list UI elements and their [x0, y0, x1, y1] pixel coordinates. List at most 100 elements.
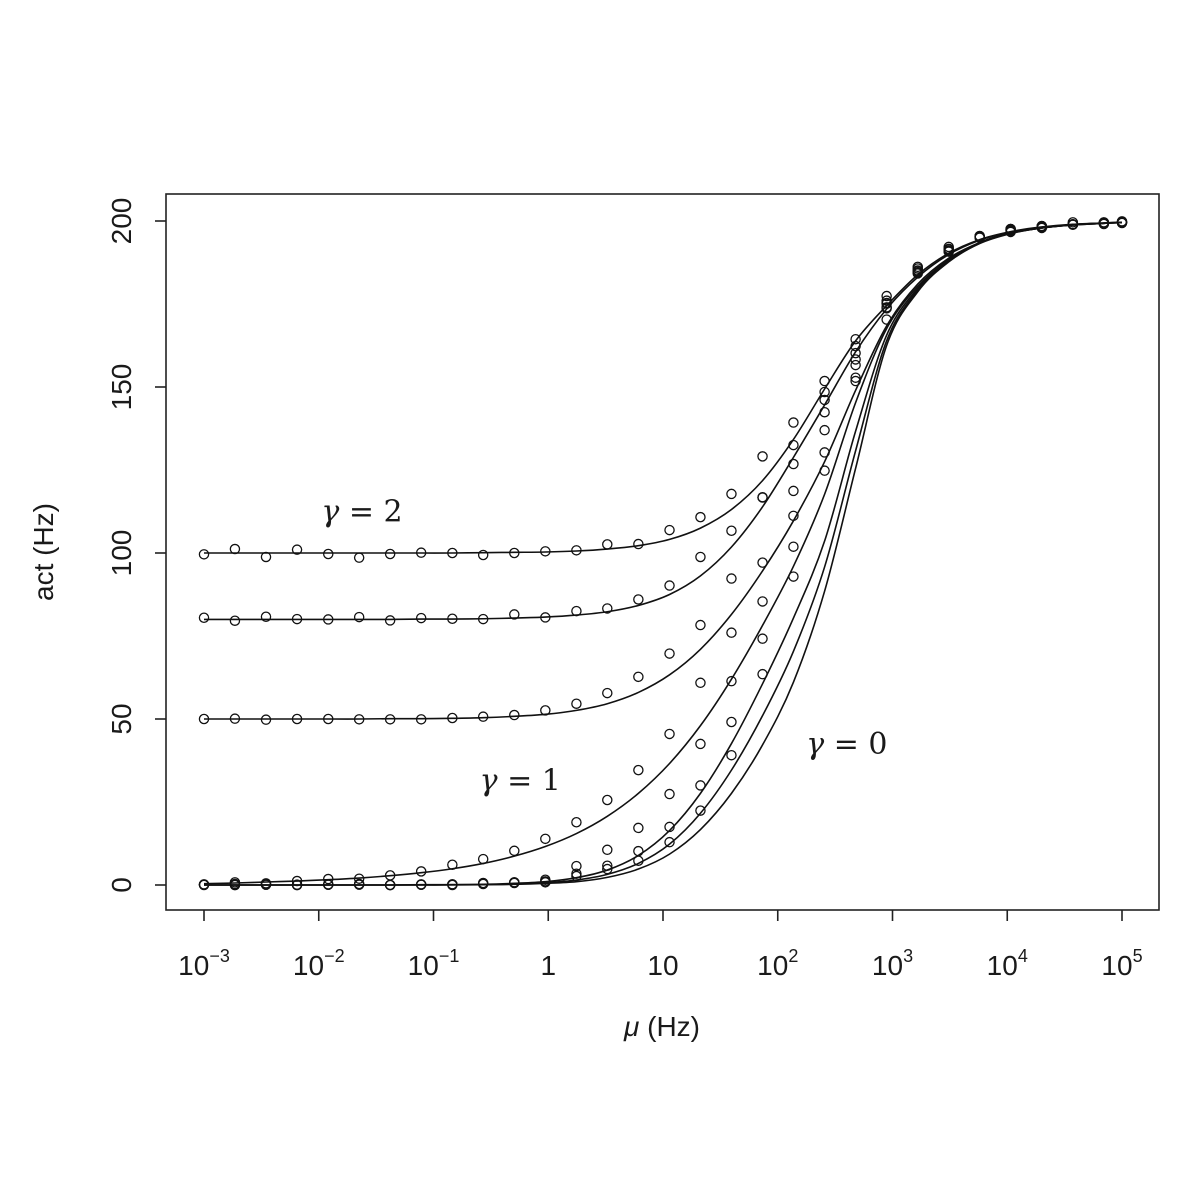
data-point [260, 611, 272, 622]
data-point [1067, 219, 1079, 230]
data-point [850, 333, 861, 345]
data-point [726, 525, 737, 537]
data-point [788, 458, 799, 470]
data-point [509, 845, 520, 857]
data-point [384, 548, 396, 560]
data-point [571, 817, 582, 828]
data-point [477, 878, 489, 889]
data-point [850, 354, 861, 365]
data-point [633, 538, 644, 550]
data-point [260, 714, 272, 725]
data-point [571, 545, 582, 556]
x-tick-label: 10−1 [408, 946, 460, 981]
data-point [695, 677, 706, 689]
data-point [912, 265, 924, 277]
data-point [1005, 225, 1016, 237]
data-point [757, 491, 768, 503]
data-point [384, 714, 396, 725]
data-point [819, 375, 830, 387]
data-point [757, 633, 768, 644]
data-point [850, 359, 861, 371]
data-point [664, 648, 675, 659]
data-point [819, 447, 830, 458]
data-point [788, 439, 799, 451]
data-point [726, 627, 737, 638]
data-point [974, 230, 985, 242]
data-point [447, 879, 458, 890]
x-tick-label: 10 [647, 950, 678, 981]
data-point [819, 406, 830, 418]
data-point [353, 611, 365, 623]
data-point [664, 580, 675, 591]
data-point [509, 547, 520, 559]
data-point [477, 549, 489, 561]
data-point [695, 780, 706, 791]
series-5 [198, 217, 1128, 891]
data-point [633, 855, 644, 867]
data-point [447, 613, 458, 624]
series-line [203, 221, 1123, 886]
data-point [540, 877, 551, 888]
series-line [203, 221, 1123, 886]
data-point [819, 394, 830, 406]
data-point [633, 822, 644, 834]
data-point [322, 548, 334, 560]
data-point [602, 794, 613, 806]
data-point [1036, 222, 1048, 233]
data-point [198, 549, 210, 560]
data-point [695, 738, 706, 750]
x-tick-label: 1 [540, 950, 556, 981]
data-point [353, 873, 365, 884]
data-point [757, 451, 768, 462]
data-point [881, 290, 892, 302]
data-point [198, 612, 210, 623]
gamma-annotation: γ = 1 [480, 763, 561, 798]
gamma-annotation: γ = 2 [321, 494, 402, 529]
data-point [850, 375, 861, 387]
data-point [664, 524, 675, 536]
data-point [726, 488, 737, 500]
data-point [695, 619, 706, 631]
data-point [602, 844, 613, 856]
data-point [788, 417, 799, 428]
data-point [322, 873, 334, 885]
data-point [198, 879, 210, 890]
data-point [291, 613, 303, 625]
series-line [204, 221, 1123, 621]
data-point [850, 372, 861, 383]
data-point [322, 713, 334, 725]
data-point [198, 713, 210, 725]
data-point [477, 613, 489, 625]
data-point [788, 571, 799, 582]
data-point [633, 764, 644, 776]
data-point [633, 671, 644, 683]
data-point [415, 879, 427, 890]
x-tick-label: 105 [1101, 946, 1142, 981]
annotation-layer: γ = 2 γ = 1 γ = 0 [321, 494, 887, 798]
data-point [415, 714, 427, 725]
x-tick-label: 102 [757, 946, 798, 981]
data-point [602, 863, 613, 875]
data-point [788, 485, 799, 497]
data-point [477, 853, 489, 865]
data-point [509, 609, 520, 620]
data-point [881, 314, 892, 325]
series-line [203, 221, 1123, 886]
data-point [1098, 217, 1110, 228]
data-point [602, 603, 613, 614]
y-tick-label: 150 [106, 364, 137, 411]
x-axis: 10−3 10−2 10−1 1 10 102 103 104 105 [178, 910, 1143, 981]
data-point [881, 303, 892, 314]
data-point [353, 552, 365, 563]
data-point [664, 788, 675, 800]
data-point [229, 713, 241, 724]
data-point [726, 675, 737, 687]
data-point [540, 546, 551, 557]
x-axis-title: μ (Hz) [623, 1011, 700, 1042]
x-tick-label: 10−3 [178, 946, 230, 981]
data-point [602, 539, 613, 550]
data-point [1116, 217, 1128, 228]
data-point [447, 712, 458, 724]
data-point [695, 551, 706, 563]
data-point [477, 711, 489, 722]
